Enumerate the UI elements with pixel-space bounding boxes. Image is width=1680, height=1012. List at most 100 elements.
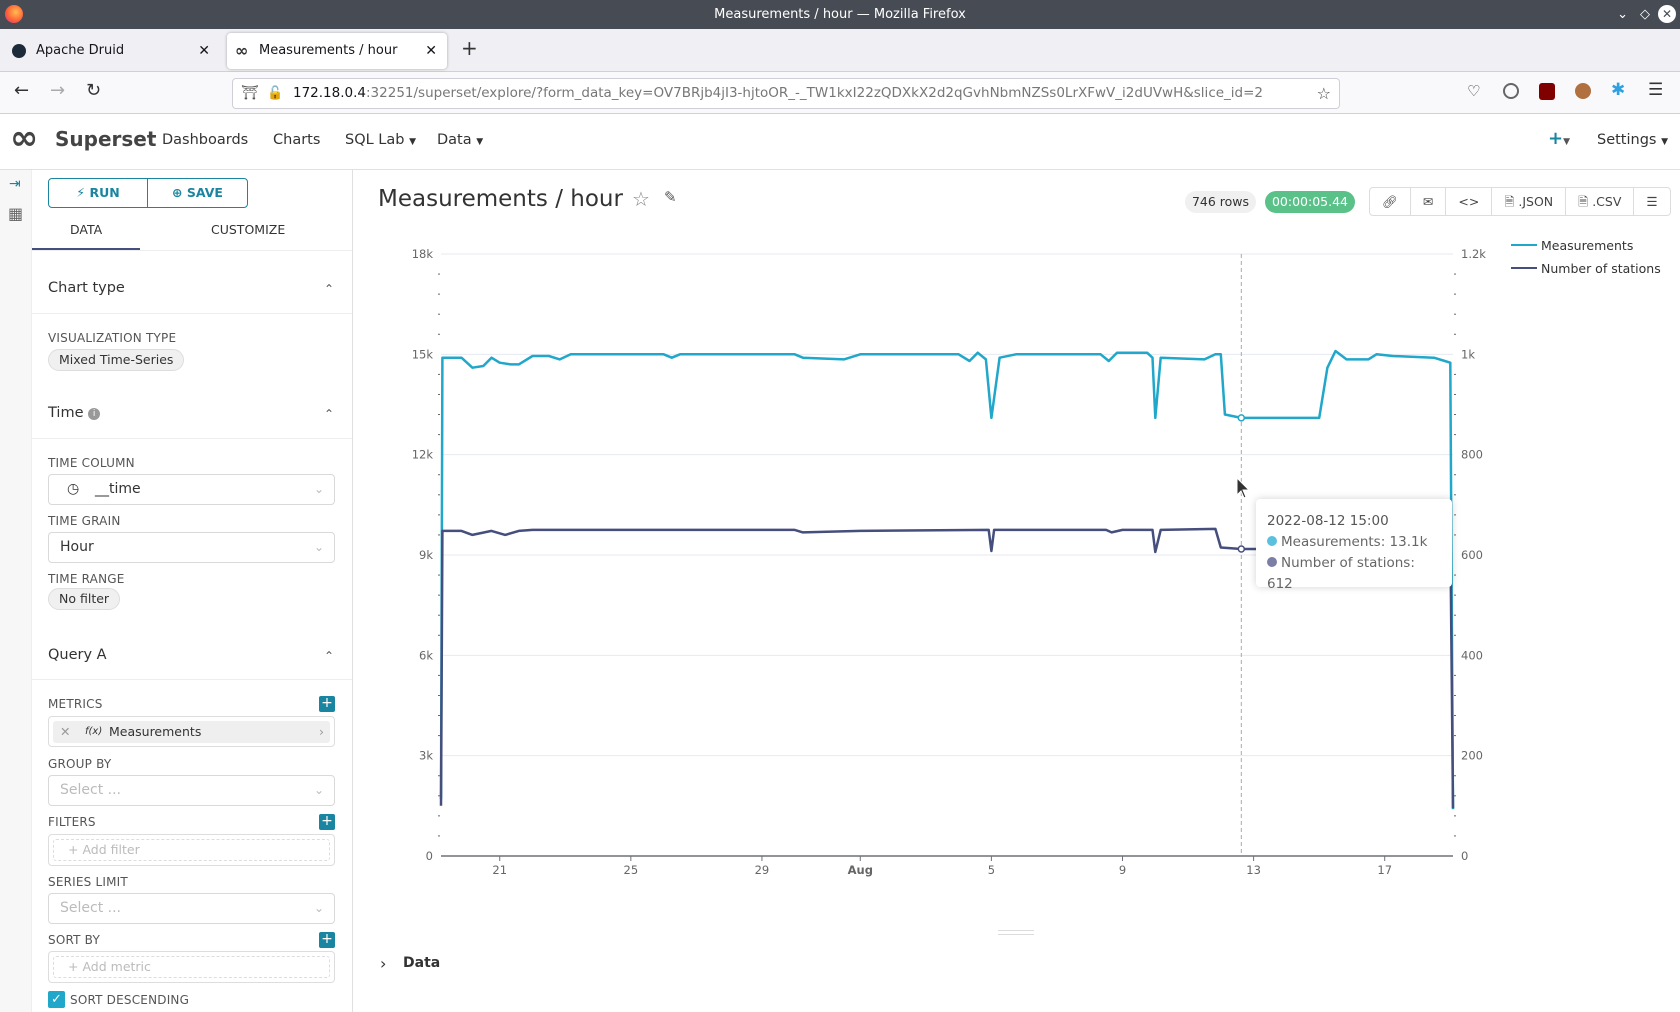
resize-handle[interactable] — [998, 930, 1034, 935]
json-label: .JSON — [1518, 194, 1554, 209]
close-window-button[interactable]: ✕ — [1658, 5, 1676, 23]
chevron-right-icon[interactable]: › — [380, 954, 387, 973]
tab-bar: Apache Druid ✕ ∞ Measurements / hour ✕ + — [0, 29, 1680, 72]
pocket-icon[interactable]: ♡ — [1467, 82, 1481, 100]
nav-sql-lab[interactable]: SQL Lab ▼ — [345, 132, 416, 148]
caret-down-icon: ▼ — [476, 137, 484, 147]
maximize-button[interactable]: ◇ — [1640, 7, 1650, 22]
time-grain-select[interactable]: Hour ⌄ — [48, 532, 335, 563]
code-icon: <> — [1458, 194, 1480, 209]
tab-apache-druid[interactable]: Apache Druid ✕ — [4, 33, 220, 69]
nav-dashboards[interactable]: Dashboards — [162, 132, 249, 148]
tab-measurements-hour[interactable]: ∞ Measurements / hour ✕ — [227, 33, 447, 69]
hover-point-marker — [1237, 545, 1246, 553]
ublock-icon[interactable] — [1539, 83, 1555, 100]
info-icon[interactable]: i — [88, 408, 101, 420]
dot-icon — [1267, 536, 1277, 546]
settings-menu[interactable]: Settings ▼ — [1597, 132, 1668, 148]
y-left-tick-label: 6k — [419, 648, 433, 662]
chart-legend: Measurements Number of stations — [1511, 238, 1661, 276]
more-menu-button[interactable]: ☰ — [1634, 188, 1669, 215]
url-bar[interactable]: ⛩ 🔓 172.18.0.4:32251/superset/explore/?f… — [232, 78, 1340, 109]
divider — [32, 438, 352, 439]
group-by-placeholder: Select ... — [60, 782, 121, 798]
back-button[interactable]: ← — [14, 80, 30, 101]
tab-customize[interactable]: CUSTOMIZE — [211, 222, 286, 237]
save-button[interactable]: ⊕ SAVE — [148, 179, 247, 207]
forward-button[interactable]: → — [50, 80, 66, 101]
favorite-star-icon[interactable]: ☆ — [632, 187, 650, 211]
run-button[interactable]: ⚡︎ RUN — [49, 179, 148, 207]
brand-name[interactable]: Superset — [55, 127, 157, 151]
y-left-tick-label: 9k — [419, 548, 433, 562]
add-filter-plus-button[interactable]: + — [319, 814, 335, 830]
group-by-select[interactable]: Select ... ⌄ — [48, 775, 335, 806]
save-label: SAVE — [186, 185, 223, 200]
tab-data[interactable]: DATA — [70, 222, 103, 237]
metric-label: Measurements — [109, 724, 202, 739]
edit-icon[interactable]: ✎ — [664, 188, 677, 206]
viz-type-chip[interactable]: Mixed Time-Series — [48, 349, 185, 371]
embed-code-button[interactable]: <> — [1446, 188, 1493, 215]
insecure-lock-icon: 🔓 — [267, 86, 284, 101]
fx-icon: f(x) — [85, 726, 103, 737]
shield-icon: ⛩ — [241, 85, 259, 101]
csv-label: .CSV — [1592, 194, 1622, 209]
chevron-right-icon[interactable]: › — [319, 724, 324, 739]
section-query-a[interactable]: Query A — [48, 647, 107, 663]
data-section-toggle[interactable]: Data — [403, 955, 441, 971]
new-tab-button[interactable]: + — [461, 36, 478, 60]
close-tab-icon[interactable]: ✕ — [425, 43, 437, 59]
remove-metric-icon[interactable]: ✕ — [60, 724, 71, 739]
legend-stations[interactable]: Number of stations — [1541, 261, 1661, 276]
x-tick-label: 13 — [1246, 863, 1261, 877]
chevron-up-icon[interactable]: ⌃ — [323, 407, 334, 421]
add-sort-plus-button[interactable]: + — [319, 932, 335, 948]
sort-by-box: + Add metric — [48, 951, 335, 983]
expand-panel-icon[interactable]: ⇥ — [9, 176, 21, 192]
series-limit-select[interactable]: Select ... ⌄ — [48, 893, 335, 924]
new-plus-button[interactable]: +▼ — [1548, 128, 1571, 149]
plus-icon: + — [68, 959, 79, 974]
left-rail: ⇥ ▦ — [0, 170, 32, 1012]
cookie-extension-icon[interactable] — [1575, 83, 1591, 99]
chevron-up-icon[interactable]: ⌃ — [323, 282, 334, 296]
metric-chip[interactable]: ✕ f(x) Measurements › — [53, 721, 330, 743]
url-path: :32251/superset/explore/?form_data_key=O… — [366, 85, 1264, 101]
x-tick-label: Aug — [848, 863, 873, 877]
datasource-grid-icon[interactable]: ▦ — [8, 204, 24, 223]
color-extension-icon[interactable]: ✱ — [1611, 80, 1626, 100]
minimize-button[interactable]: ⌄ — [1617, 7, 1628, 22]
export-csv-button[interactable]: 🗎︎ .CSV — [1566, 188, 1635, 215]
section-time[interactable]: Time i — [48, 405, 101, 421]
divider — [32, 250, 352, 251]
close-tab-icon[interactable]: ✕ — [198, 43, 210, 59]
section-chart-type[interactable]: Chart type — [48, 280, 125, 296]
sort-descending-checkbox[interactable]: ✓ — [48, 991, 65, 1008]
reload-button[interactable]: ↻ — [86, 80, 102, 101]
export-json-button[interactable]: 🗎︎ .JSON — [1492, 188, 1567, 215]
add-sort-metric-button[interactable]: + Add metric — [53, 956, 330, 978]
copy-link-button[interactable]: 🔗︎ — [1370, 188, 1411, 215]
file-icon: 🗎︎ — [1504, 194, 1515, 209]
time-range-chip[interactable]: No filter — [48, 588, 121, 610]
chevron-up-icon[interactable]: ⌃ — [323, 649, 334, 663]
add-filter-button[interactable]: + Add filter — [53, 839, 330, 861]
nav-data[interactable]: Data ▼ — [437, 132, 483, 148]
time-range-label: TIME RANGE — [48, 572, 125, 586]
chart-title[interactable]: Measurements / hour — [378, 186, 623, 212]
nav-data-label: Data — [437, 132, 472, 148]
bookmark-star-icon[interactable]: ☆ — [1316, 79, 1331, 108]
time-column-select[interactable]: ◷ __time ⌄ — [48, 474, 335, 505]
add-metric-button[interactable]: + — [319, 696, 335, 712]
extension-icon[interactable] — [1503, 83, 1519, 99]
legend-measurements[interactable]: Measurements — [1541, 238, 1633, 253]
add-metric-label: Add metric — [82, 959, 151, 974]
chart-actions: 🔗︎ ✉ <> 🗎︎ .JSON 🗎︎ .CSV ☰ — [1369, 187, 1671, 216]
nav-charts[interactable]: Charts — [273, 132, 321, 148]
superset-logo-icon[interactable]: ∞ — [10, 118, 39, 158]
menu-icon[interactable]: ☰ — [1648, 80, 1664, 100]
share-email-button[interactable]: ✉ — [1411, 188, 1447, 215]
chart-area: Measurements / hour ☆ ✎ 746 rows 00:00:0… — [354, 170, 1680, 1012]
